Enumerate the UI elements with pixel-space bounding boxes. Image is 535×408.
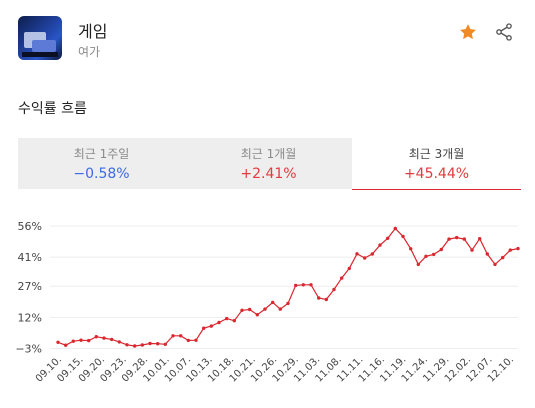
- period-tabs: 최근 1주일 −0.58% 최근 1개월 +2.41% 최근 3개월 +45.4…: [18, 138, 521, 190]
- data-point: [194, 338, 198, 342]
- data-point: [263, 307, 267, 311]
- category-thumbnail: [18, 16, 62, 60]
- data-point: [102, 336, 106, 340]
- data-point: [278, 307, 282, 311]
- tab-label: 최근 1주일: [73, 147, 130, 161]
- data-point: [87, 338, 91, 343]
- data-point: [347, 266, 351, 271]
- data-point: [248, 307, 252, 312]
- data-point: [71, 339, 76, 343]
- data-point: [386, 236, 390, 240]
- tab-1-week[interactable]: 최근 1주일 −0.58%: [18, 138, 185, 189]
- y-tick-label: −3%: [15, 343, 42, 356]
- data-point: [232, 319, 236, 323]
- data-point: [202, 326, 206, 330]
- data-point: [110, 337, 114, 342]
- tab-label: 최근 1개월: [240, 147, 297, 161]
- data-point: [117, 340, 122, 344]
- data-point: [416, 262, 420, 267]
- data-point: [240, 308, 244, 312]
- data-point: [125, 343, 129, 347]
- share-button[interactable]: [494, 22, 514, 42]
- tab-return-value: +45.44%: [403, 166, 470, 182]
- data-point: [309, 283, 313, 287]
- y-tick-label: 27%: [18, 280, 42, 293]
- return-chart: 56%41%27%12%−3%09.10.09.15.09.20.09.23.0…: [15, 220, 520, 385]
- data-point: [209, 324, 213, 328]
- data-point: [186, 338, 190, 343]
- data-point: [156, 342, 160, 346]
- data-point: [171, 334, 175, 338]
- tab-3-months[interactable]: 최근 3개월 +45.44%: [352, 138, 521, 190]
- data-point: [478, 237, 482, 241]
- data-point: [432, 252, 436, 257]
- y-tick-label: 56%: [18, 220, 42, 233]
- star-icon: [460, 24, 476, 40]
- data-point: [286, 301, 290, 306]
- page-title: 게임: [78, 22, 108, 41]
- data-point: [317, 296, 321, 300]
- data-point: [56, 340, 60, 344]
- section-title: 수익률 흐름: [18, 101, 87, 117]
- data-point: [271, 300, 275, 305]
- data-point: [332, 287, 336, 292]
- data-point: [447, 237, 451, 241]
- data-point: [63, 343, 68, 347]
- data-point: [493, 262, 497, 267]
- data-point: [378, 243, 382, 247]
- data-point: [255, 313, 259, 317]
- data-point: [133, 344, 137, 348]
- data-point: [485, 252, 489, 256]
- data-point: [94, 335, 99, 339]
- thumbnail-shape: [32, 40, 56, 52]
- data-point: [424, 254, 428, 258]
- data-point: [301, 283, 305, 287]
- data-point: [409, 247, 413, 251]
- data-point: [294, 283, 298, 288]
- data-point: [401, 234, 405, 239]
- tab-label: 최근 3개월: [408, 147, 465, 161]
- favorite-button[interactable]: [458, 22, 478, 42]
- tab-1-month[interactable]: 최근 1개월 +2.41%: [185, 138, 352, 189]
- app-header: 게임 여가: [18, 16, 518, 66]
- y-tick-label: 12%: [18, 311, 42, 324]
- data-point: [163, 342, 167, 346]
- data-point: [355, 252, 359, 256]
- data-point: [370, 252, 374, 256]
- data-point: [393, 226, 397, 231]
- thumbnail-shape: [22, 52, 58, 57]
- tab-return-value: −0.58%: [73, 166, 130, 182]
- data-point: [217, 320, 221, 325]
- data-point: [363, 256, 367, 260]
- page-subtitle: 여가: [78, 45, 101, 59]
- data-point: [79, 338, 83, 342]
- data-point: [501, 255, 505, 260]
- data-point: [516, 246, 520, 251]
- tab-return-value: +2.41%: [240, 166, 297, 182]
- data-point: [470, 248, 474, 252]
- data-point: [508, 248, 512, 252]
- data-point: [324, 297, 328, 302]
- data-point: [455, 235, 459, 240]
- data-point: [148, 341, 152, 346]
- series-line: [57, 227, 519, 347]
- data-point: [225, 316, 229, 321]
- share-icon: [496, 23, 512, 41]
- data-point: [179, 334, 183, 338]
- data-point: [340, 276, 344, 280]
- data-point: [462, 237, 466, 241]
- data-point: [439, 247, 443, 252]
- y-tick-label: 41%: [18, 251, 42, 264]
- data-point: [140, 343, 144, 347]
